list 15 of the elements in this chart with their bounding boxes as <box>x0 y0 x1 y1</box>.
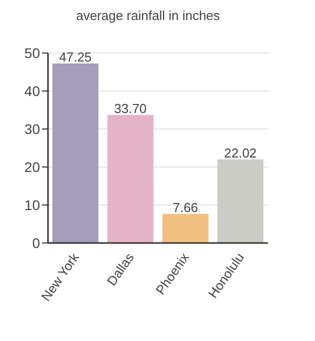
bar <box>52 63 98 243</box>
data-label: 22.02 <box>224 145 257 160</box>
bar <box>107 114 154 243</box>
data-label: 47.25 <box>59 49 92 64</box>
y-tick-label: 20 <box>24 158 40 175</box>
chart-title: average rainfall in inches <box>75 8 221 23</box>
y-tick-label: 30 <box>24 120 40 137</box>
y-tick-label: 0 <box>32 234 40 251</box>
data-label: 7.66 <box>172 200 198 215</box>
bar <box>217 159 264 243</box>
y-tick-label: 10 <box>24 196 40 213</box>
data-label: 33.70 <box>114 100 147 116</box>
y-tick-label: 40 <box>24 82 40 99</box>
y-tick-label: 50 <box>24 44 40 61</box>
bar <box>162 214 208 243</box>
